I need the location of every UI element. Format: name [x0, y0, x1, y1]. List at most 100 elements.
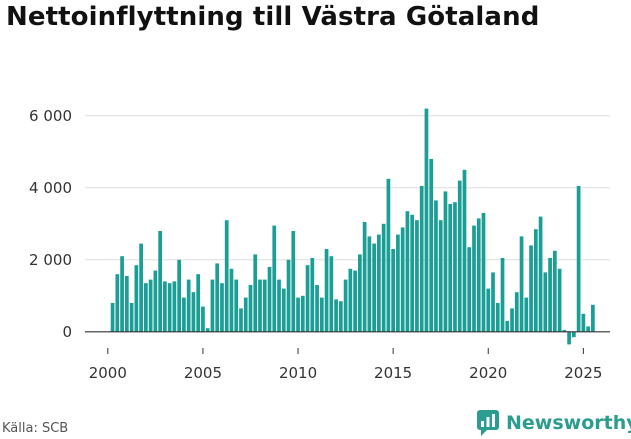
- bar: [353, 270, 357, 332]
- bar: [324, 249, 329, 332]
- gridlines: [85, 115, 610, 261]
- bar: [153, 270, 158, 332]
- bar: [362, 222, 367, 332]
- bar: [457, 180, 462, 332]
- bar: [305, 265, 310, 332]
- bar: [491, 272, 495, 332]
- bar: [205, 328, 210, 332]
- y-axis-labels: 0 2 000 4 000 6 000: [29, 107, 72, 341]
- bar: [476, 218, 481, 332]
- bar: [591, 304, 595, 332]
- bar: [158, 231, 162, 332]
- bar: [319, 297, 324, 332]
- bar: [453, 202, 457, 332]
- bar: [224, 220, 229, 332]
- x-axis: 2000 2005 2010 2015 2020 2025: [85, 331, 610, 382]
- bar: [481, 213, 486, 332]
- x-tick-label: 2005: [184, 364, 222, 382]
- bar: [115, 274, 120, 332]
- bar: [272, 225, 277, 332]
- chart-title: Nettoinflyttning till Västra Götaland: [6, 2, 540, 32]
- bar: [310, 258, 315, 332]
- bar: [144, 283, 148, 332]
- x-tick-label: 2020: [469, 364, 507, 382]
- bar: [448, 204, 453, 332]
- bar: [191, 292, 196, 332]
- bar: [381, 223, 386, 332]
- y-tick-label: 0: [62, 323, 72, 341]
- bar: [524, 297, 529, 332]
- bar: [486, 288, 491, 332]
- bar: [562, 330, 567, 332]
- bar: [248, 285, 253, 332]
- bar: [177, 259, 182, 332]
- bar: [220, 283, 224, 332]
- y-tick-label: 6 000: [29, 107, 72, 125]
- bar: [139, 243, 143, 332]
- bar: [505, 321, 510, 332]
- bar: [243, 297, 248, 332]
- bar: [467, 247, 472, 332]
- bar: [434, 200, 438, 332]
- bar: [543, 272, 548, 332]
- source-note: Källa: SCB: [2, 421, 69, 436]
- bar: [472, 225, 476, 332]
- bar: [343, 279, 348, 332]
- bar: [291, 231, 296, 332]
- x-tick-label: 2000: [89, 364, 127, 382]
- bar: [239, 308, 243, 332]
- bar: [538, 216, 543, 332]
- bar: [510, 308, 514, 332]
- bar: [438, 220, 443, 332]
- newsworthy-logo-icon: [477, 410, 499, 436]
- bar: [581, 313, 586, 332]
- bar: [400, 227, 405, 332]
- bar: [462, 169, 467, 332]
- bar: [110, 303, 115, 332]
- bar: [182, 297, 186, 332]
- bar: [533, 229, 538, 332]
- newsworthy-logo[interactable]: Newsworthy: [476, 408, 631, 438]
- bar: [267, 267, 272, 332]
- bar: [576, 186, 581, 332]
- bar: [286, 259, 291, 332]
- bar: [281, 288, 286, 332]
- bar: [529, 245, 533, 332]
- bar: [234, 279, 239, 332]
- bar: [500, 258, 505, 332]
- bar: [329, 256, 334, 332]
- x-tick-label: 2010: [279, 364, 317, 382]
- bar: [167, 283, 172, 332]
- bar: [172, 281, 177, 332]
- bar: [586, 326, 590, 332]
- bar: [315, 285, 319, 332]
- bar: [215, 263, 220, 332]
- bar: [186, 279, 191, 332]
- bar: [410, 214, 415, 332]
- bar: [148, 279, 153, 332]
- bar: [424, 108, 429, 332]
- bar: [163, 281, 167, 332]
- bar: [386, 178, 391, 332]
- bars: [110, 108, 595, 345]
- bar: [262, 279, 267, 332]
- bar: [567, 331, 571, 345]
- bar: [120, 256, 124, 332]
- bar: [377, 234, 381, 332]
- bar: [396, 234, 400, 332]
- bar: [572, 331, 576, 338]
- y-tick-label: 4 000: [29, 179, 72, 197]
- bar: [258, 279, 262, 332]
- bar: [296, 297, 300, 332]
- bar: [229, 268, 234, 332]
- bar: [196, 274, 201, 332]
- bar: [557, 268, 562, 332]
- bar: [348, 268, 353, 332]
- bar: [548, 258, 552, 332]
- bar: [210, 279, 215, 332]
- bar: [419, 186, 424, 332]
- bar: [552, 250, 557, 332]
- bar: [391, 249, 396, 332]
- bar: [334, 299, 338, 332]
